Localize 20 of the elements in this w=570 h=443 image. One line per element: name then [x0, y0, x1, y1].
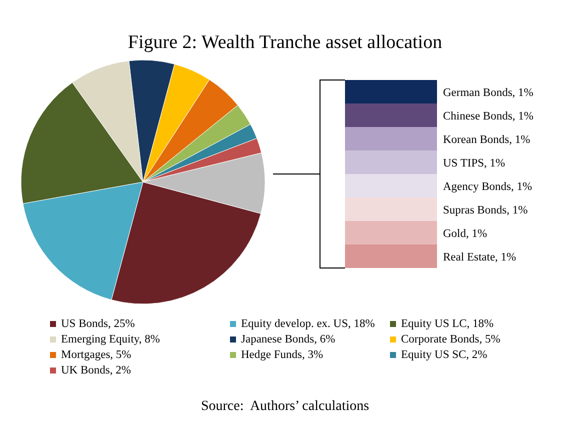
legend-label: Emerging Equity, 8%	[61, 334, 160, 346]
chart-title: Figure 2: Wealth Tranche asset allocation	[128, 32, 443, 53]
legend-label: Japanese Bonds, 6%	[241, 334, 336, 346]
legend-label: Hedge Funds, 3%	[241, 349, 324, 361]
y-tick-label: US TIPS, 1%	[443, 157, 506, 170]
legend-label: Equity US SC, 2%	[401, 349, 488, 361]
y-tick-label: Gold, 1%	[443, 228, 488, 240]
y-tick-label: Real Estate, 1%	[443, 251, 517, 264]
y-tick-label: Korean Bonds, 1%	[443, 134, 531, 146]
legend-label: UK Bonds, 2%	[61, 364, 132, 376]
y-tick-label: Chinese Bonds, 1%	[443, 110, 534, 122]
legend-label: US Bonds, 25%	[61, 318, 136, 330]
legend-label: Equity US LC, 18%	[401, 318, 494, 330]
legend-label: Mortgages, 5%	[61, 349, 132, 361]
y-tick-label: Agency Bonds, 1%	[443, 180, 533, 193]
y-tick-label: German Bonds, 1%	[443, 86, 534, 99]
legend-label: Corporate Bonds, 5%	[401, 334, 501, 346]
source-note: Source: Authors’ calculations	[200, 399, 370, 414]
y-tick-label: Supras Bonds, 1%	[443, 204, 528, 216]
legend-label: Equity develop. ex. US, 18%	[241, 318, 376, 330]
